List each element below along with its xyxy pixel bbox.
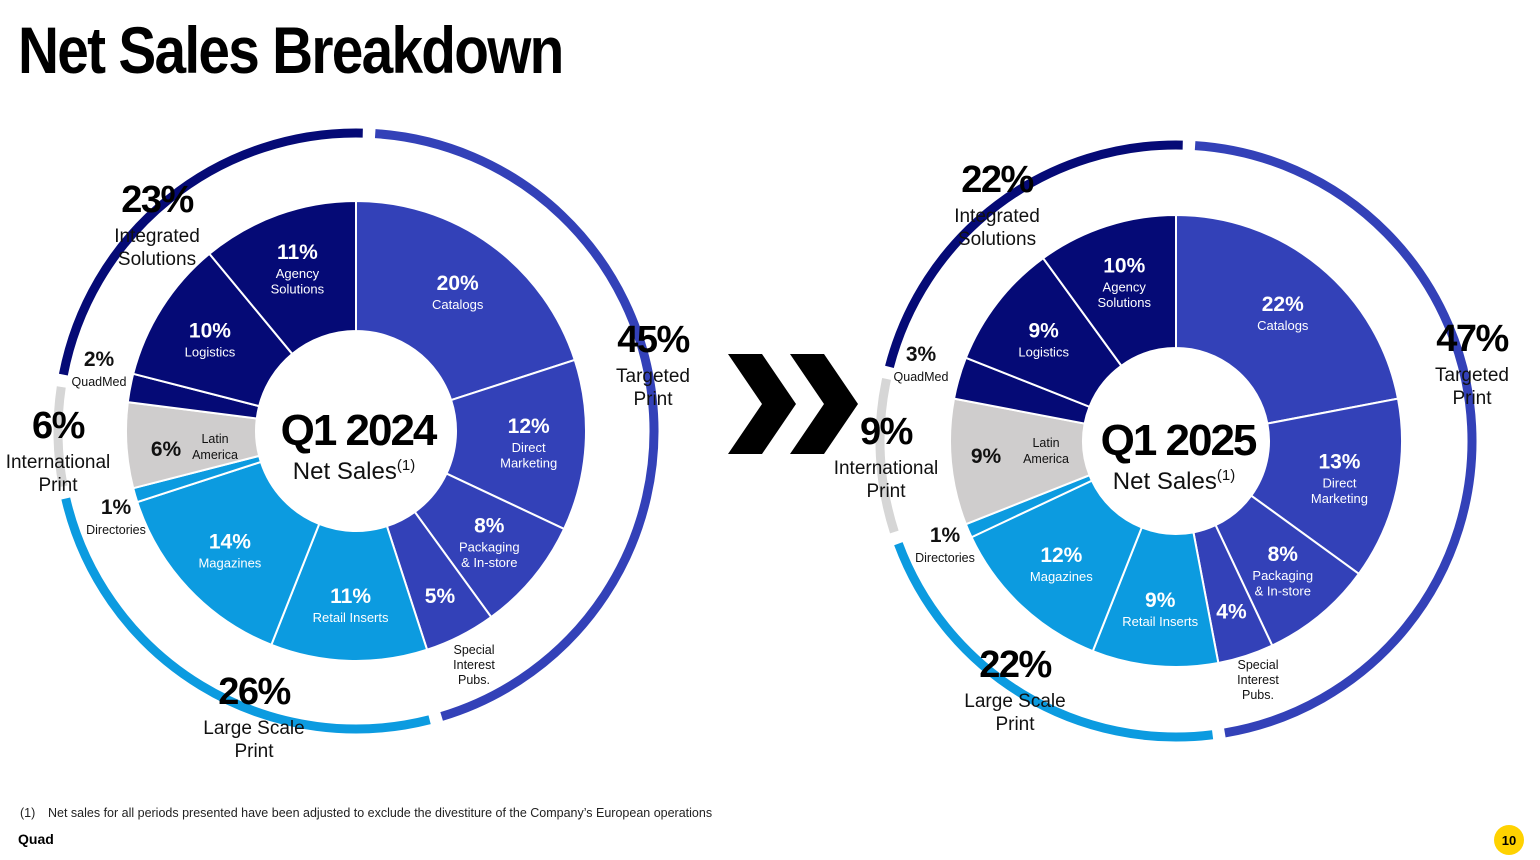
ring-arc-large-scale-print <box>894 542 1214 742</box>
group-label-large-scale-print: Large Scale Print <box>203 718 304 762</box>
brand-logo: Quad <box>18 831 54 847</box>
slice-label-retail-inserts: Retail Inserts <box>313 610 389 625</box>
center-sublabel-text: Net Sales <box>1113 468 1217 495</box>
group-pct-targeted-print: 45% <box>617 319 689 361</box>
page-title: Net Sales Breakdown <box>18 13 564 87</box>
slice-label-latin-america: Latin America <box>1023 436 1069 466</box>
slice-label-catalogs: Catalogs <box>432 297 484 312</box>
slice-label-catalogs: Catalogs <box>1257 318 1309 333</box>
slice-label-directories: Directories <box>915 551 975 565</box>
slice-pct-packaging-and-in-store: 8% <box>1268 543 1299 566</box>
slice-label-special-interest-pubs: Special Interest Pubs. <box>453 643 495 687</box>
slice-label-agency-solutions: Agency Solutions <box>1097 280 1151 311</box>
footnote-marker: (1) <box>20 806 36 820</box>
slice-pct-quadmed: 3% <box>906 343 937 366</box>
slice-label-logistics: Logistics <box>185 344 236 359</box>
group-label-targeted-print: Targeted Print <box>616 366 690 410</box>
slice-pct-catalogs: 20% <box>437 272 479 295</box>
slice-label-magazines: Magazines <box>1030 569 1093 584</box>
group-label-targeted-print: Targeted Print <box>1435 365 1509 409</box>
chevron-1-icon <box>728 354 796 454</box>
slice-label-packaging-and-in-store: Packaging & In-store <box>459 539 520 570</box>
slice-label-agency-solutions: Agency Solutions <box>271 266 325 297</box>
group-pct-international-print: 6% <box>32 405 85 447</box>
ring-arc-integrated-solutions <box>58 128 363 376</box>
slice-magazines <box>135 460 321 647</box>
slice-pct-special-interest-pubs: 4% <box>1216 601 1247 624</box>
slice-label-magazines: Magazines <box>198 555 261 570</box>
center-sublabel-text: Net Sales <box>293 458 397 485</box>
slice-label-directories: Directories <box>86 523 146 537</box>
slice-pct-logistics: 9% <box>1028 319 1059 342</box>
footnote-text: Net sales for all periods presented have… <box>48 806 713 820</box>
slice-pct-packaging-and-in-store: 8% <box>474 514 505 537</box>
slice-label-direct-marketing: Direct Marketing <box>500 440 557 471</box>
donut-chart-1: 20% Catalogs 12%Direct Marketing 8%Packaging… <box>6 128 691 762</box>
center-sublabel-footnote-marker: (1) <box>1217 467 1235 484</box>
chevron-2-icon <box>790 354 858 454</box>
group-label-integrated-solutions: Integrated Solutions <box>114 226 200 270</box>
slice-label-packaging-and-in-store: Packaging & In-store <box>1252 568 1313 599</box>
slice-label-quadmed: QuadMed <box>894 370 949 384</box>
slice-label-retail-inserts: Retail Inserts <box>1122 614 1198 629</box>
center-period-label: Q1 2024 <box>281 406 438 455</box>
slice-label-latin-america: Latin America <box>192 432 238 462</box>
slice-pct-directories: 1% <box>101 496 132 519</box>
center-sublabel-footnote-marker: (1) <box>397 457 415 474</box>
slice-label-direct-marketing: Direct Marketing <box>1311 476 1368 507</box>
group-label-integrated-solutions: Integrated Solutions <box>954 206 1040 250</box>
slice-pct-magazines: 14% <box>209 530 251 553</box>
ring-arc-targeted-print <box>1194 141 1477 738</box>
slice-label-quadmed: QuadMed <box>72 375 127 389</box>
group-label-international-print: International Print <box>834 458 939 502</box>
group-pct-integrated-solutions: 23% <box>121 179 193 221</box>
slice-magazines <box>970 479 1144 653</box>
slice-pct-latin-america: 9% <box>971 445 1002 468</box>
slice-pct-agency-solutions: 11% <box>277 241 318 264</box>
slice-pct-agency-solutions: 10% <box>1103 255 1145 278</box>
footnote: (1) Net sales for all periods presented h… <box>20 806 712 820</box>
page-number-badge: 10 <box>1494 825 1524 855</box>
group-pct-targeted-print: 47% <box>1436 318 1508 360</box>
slice-pct-catalogs: 22% <box>1262 293 1304 316</box>
slice-agency-solutions <box>207 199 357 356</box>
slice-pct-logistics: 10% <box>189 319 231 342</box>
slice-label-special-interest-pubs: Special Interest Pubs. <box>1237 658 1279 702</box>
ring-arc-international-print <box>875 378 899 534</box>
slice-pct-latin-america: 6% <box>151 438 182 461</box>
slice-pct-special-interest-pubs: 5% <box>425 585 456 608</box>
ring-arc-large-scale-print <box>61 497 431 734</box>
slice-pct-directories: 1% <box>930 524 961 547</box>
group-label-international-print: International Print <box>6 452 111 496</box>
slice-catalogs <box>1175 213 1400 425</box>
slice-pct-direct-marketing: 13% <box>1318 451 1360 474</box>
slice-agency-solutions <box>1041 213 1177 368</box>
slice-pct-retail-inserts: 11% <box>330 585 371 608</box>
double-chevron-arrow-icon <box>728 354 858 454</box>
slice-pct-magazines: 12% <box>1040 544 1082 567</box>
center-sublabel: Net Sales(1) <box>1113 467 1235 495</box>
ring-arc-international-print <box>53 386 68 488</box>
center-sublabel: Net Sales(1) <box>293 457 415 485</box>
group-pct-large-scale-print: 26% <box>218 671 290 713</box>
center-period-label: Q1 2025 <box>1101 416 1257 465</box>
group-pct-international-print: 9% <box>860 411 913 453</box>
slice-label-logistics: Logistics <box>1018 344 1069 359</box>
ring-arc-targeted-print <box>374 129 659 721</box>
group-pct-integrated-solutions: 22% <box>961 159 1033 201</box>
donut-chart-2: 22% Catalogs 13%Direct Marketing 8%Packaging… <box>834 140 1510 742</box>
slice-pct-direct-marketing: 12% <box>508 415 550 438</box>
slice-direct-marketing <box>1249 397 1403 576</box>
slice-pct-retail-inserts: 9% <box>1145 589 1176 612</box>
slice-pct-quadmed: 2% <box>84 348 115 371</box>
slice-catalogs <box>355 199 577 402</box>
group-pct-large-scale-print: 22% <box>979 644 1051 686</box>
ring-arc-integrated-solutions <box>885 140 1183 369</box>
group-label-large-scale-print: Large Scale Print <box>964 691 1065 735</box>
